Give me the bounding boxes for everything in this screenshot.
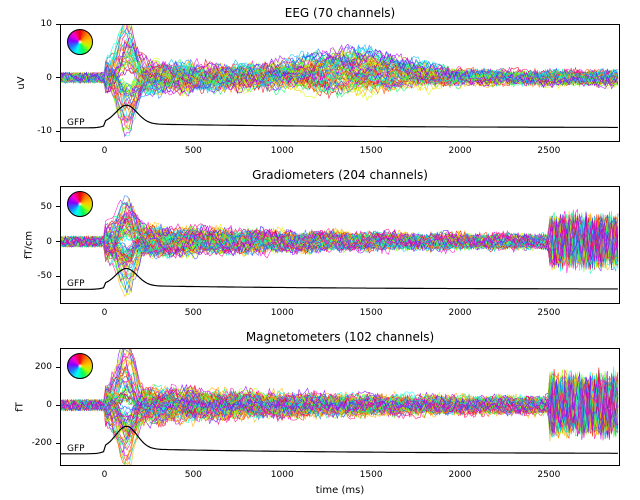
gfp-label: GFP bbox=[67, 279, 85, 289]
xtick-mark bbox=[372, 465, 373, 466]
xtick-label: 2000 bbox=[449, 470, 472, 480]
topomap-icon bbox=[67, 29, 93, 55]
xtick-mark bbox=[550, 141, 551, 142]
ytick-mark bbox=[56, 276, 60, 277]
x-axis-label: time (ms) bbox=[60, 485, 620, 496]
xtick-label: 2000 bbox=[449, 308, 472, 318]
panel-mag: Magnetometers (102 channels)fTGFP-200020… bbox=[60, 348, 620, 466]
plot-area: GFP bbox=[60, 186, 620, 304]
panel-title: EEG (70 channels) bbox=[60, 6, 620, 20]
ytick-label: 10 bbox=[41, 19, 52, 29]
ytick-mark bbox=[56, 367, 60, 368]
gfp-trace bbox=[61, 105, 618, 128]
xtick-mark bbox=[550, 303, 551, 304]
plot-area: GFP bbox=[60, 348, 620, 466]
topomap-icon bbox=[67, 353, 93, 379]
xtick-mark bbox=[105, 141, 106, 142]
xtick-label: 1000 bbox=[271, 308, 294, 318]
gfp-trace bbox=[61, 426, 618, 454]
xtick-mark bbox=[283, 141, 284, 142]
xtick-mark bbox=[194, 303, 195, 304]
figure: EEG (70 channels)uVGFP-10010050010001500… bbox=[0, 0, 640, 500]
ytick-mark bbox=[56, 405, 60, 406]
xtick-label: 1500 bbox=[360, 308, 383, 318]
plot-area: GFP bbox=[60, 24, 620, 142]
xtick-mark bbox=[372, 141, 373, 142]
traces-svg bbox=[61, 349, 619, 465]
xtick-label: 500 bbox=[185, 146, 202, 156]
xtick-label: 2000 bbox=[449, 146, 472, 156]
gfp-label: GFP bbox=[67, 118, 85, 128]
xtick-label: 0 bbox=[102, 146, 108, 156]
xtick-mark bbox=[194, 465, 195, 466]
xtick-mark bbox=[372, 303, 373, 304]
ytick-mark bbox=[56, 77, 60, 78]
xtick-label: 2500 bbox=[537, 308, 560, 318]
ytick-label: 0 bbox=[46, 400, 52, 410]
xtick-label: 1000 bbox=[271, 146, 294, 156]
panel-title: Gradiometers (204 channels) bbox=[60, 168, 620, 182]
ytick-mark bbox=[56, 206, 60, 207]
gfp-trace bbox=[61, 268, 618, 289]
y-axis-label: uV bbox=[16, 76, 27, 89]
xtick-mark bbox=[283, 303, 284, 304]
panel-title: Magnetometers (102 channels) bbox=[60, 330, 620, 344]
ytick-label: 0 bbox=[46, 237, 52, 247]
y-axis-label: fT bbox=[14, 402, 25, 412]
xtick-mark bbox=[105, 303, 106, 304]
xtick-mark bbox=[105, 465, 106, 466]
xtick-label: 1500 bbox=[360, 470, 383, 480]
xtick-mark bbox=[461, 141, 462, 142]
ytick-mark bbox=[56, 241, 60, 242]
xtick-label: 500 bbox=[185, 308, 202, 318]
xtick-label: 0 bbox=[102, 308, 108, 318]
ytick-label: 50 bbox=[41, 202, 52, 212]
ytick-mark bbox=[56, 131, 60, 132]
y-axis-label: fT/cm bbox=[24, 231, 35, 259]
xtick-mark bbox=[194, 141, 195, 142]
ytick-mark bbox=[56, 443, 60, 444]
ytick-label: -10 bbox=[37, 126, 52, 136]
xtick-label: 2500 bbox=[537, 146, 560, 156]
xtick-label: 0 bbox=[102, 470, 108, 480]
ytick-label: 200 bbox=[35, 362, 52, 372]
traces-svg bbox=[61, 187, 619, 303]
xtick-label: 1000 bbox=[271, 470, 294, 480]
ytick-label: -50 bbox=[37, 271, 52, 281]
ytick-label: -200 bbox=[32, 438, 52, 448]
channel-trace bbox=[61, 371, 618, 465]
xtick-mark bbox=[283, 465, 284, 466]
xtick-mark bbox=[550, 465, 551, 466]
topomap-icon bbox=[67, 191, 93, 217]
traces-svg bbox=[61, 25, 619, 141]
ytick-mark bbox=[56, 24, 60, 25]
xtick-mark bbox=[461, 303, 462, 304]
xtick-label: 2500 bbox=[537, 470, 560, 480]
panel-grad: Gradiometers (204 channels)fT/cmGFP-5005… bbox=[60, 186, 620, 304]
xtick-label: 500 bbox=[185, 470, 202, 480]
panel-eeg: EEG (70 channels)uVGFP-10010050010001500… bbox=[60, 24, 620, 142]
ytick-label: 0 bbox=[46, 73, 52, 83]
xtick-label: 1500 bbox=[360, 146, 383, 156]
gfp-label: GFP bbox=[67, 444, 85, 454]
xtick-mark bbox=[461, 465, 462, 466]
